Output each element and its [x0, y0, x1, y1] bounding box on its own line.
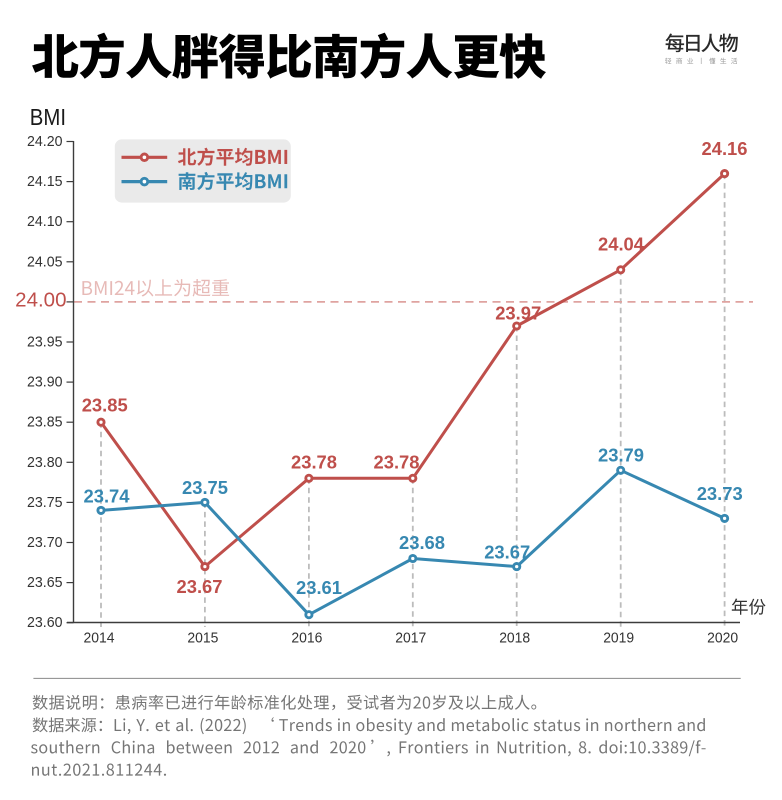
svg-text:23.67: 23.67 [177, 576, 223, 597]
svg-text:2015: 2015 [187, 630, 218, 646]
svg-text:23.95: 23.95 [27, 335, 63, 351]
svg-text:24.10: 24.10 [27, 214, 63, 230]
svg-text:24.16: 24.16 [702, 138, 748, 159]
svg-text:23.79: 23.79 [598, 445, 644, 466]
svg-text:24.05: 24.05 [27, 254, 63, 270]
svg-text:24.20: 24.20 [27, 134, 63, 150]
svg-text:23.70: 23.70 [27, 535, 63, 551]
svg-text:23.78: 23.78 [291, 452, 337, 473]
svg-text:23.78: 23.78 [374, 452, 420, 473]
svg-text:2018: 2018 [499, 630, 530, 646]
svg-text:23.97: 23.97 [495, 303, 541, 324]
svg-text:23.68: 23.68 [399, 532, 445, 553]
svg-text:23.85: 23.85 [82, 394, 128, 415]
svg-text:23.67: 23.67 [484, 542, 530, 563]
svg-text:2020: 2020 [707, 630, 738, 646]
svg-text:23.74: 23.74 [84, 486, 131, 507]
svg-text:23.65: 23.65 [27, 575, 63, 591]
svg-text:2014: 2014 [84, 630, 115, 646]
svg-text:23.75: 23.75 [27, 495, 63, 511]
svg-text:23.90: 23.90 [27, 375, 63, 391]
svg-text:23.85: 23.85 [27, 415, 63, 431]
svg-text:BMI: BMI [30, 104, 66, 130]
svg-text:24.15: 24.15 [27, 174, 63, 190]
svg-text:2019: 2019 [603, 630, 634, 646]
svg-text:23.60: 23.60 [27, 615, 63, 631]
svg-text:23.80: 23.80 [27, 455, 63, 471]
svg-text:23.73: 23.73 [697, 483, 743, 504]
svg-text:23.75: 23.75 [182, 477, 228, 498]
svg-text:2016: 2016 [291, 630, 322, 646]
svg-text:2017: 2017 [395, 630, 426, 646]
svg-text:24.00: 24.00 [15, 290, 66, 312]
svg-text:23.61: 23.61 [296, 577, 342, 598]
svg-text:24.04: 24.04 [598, 234, 645, 255]
